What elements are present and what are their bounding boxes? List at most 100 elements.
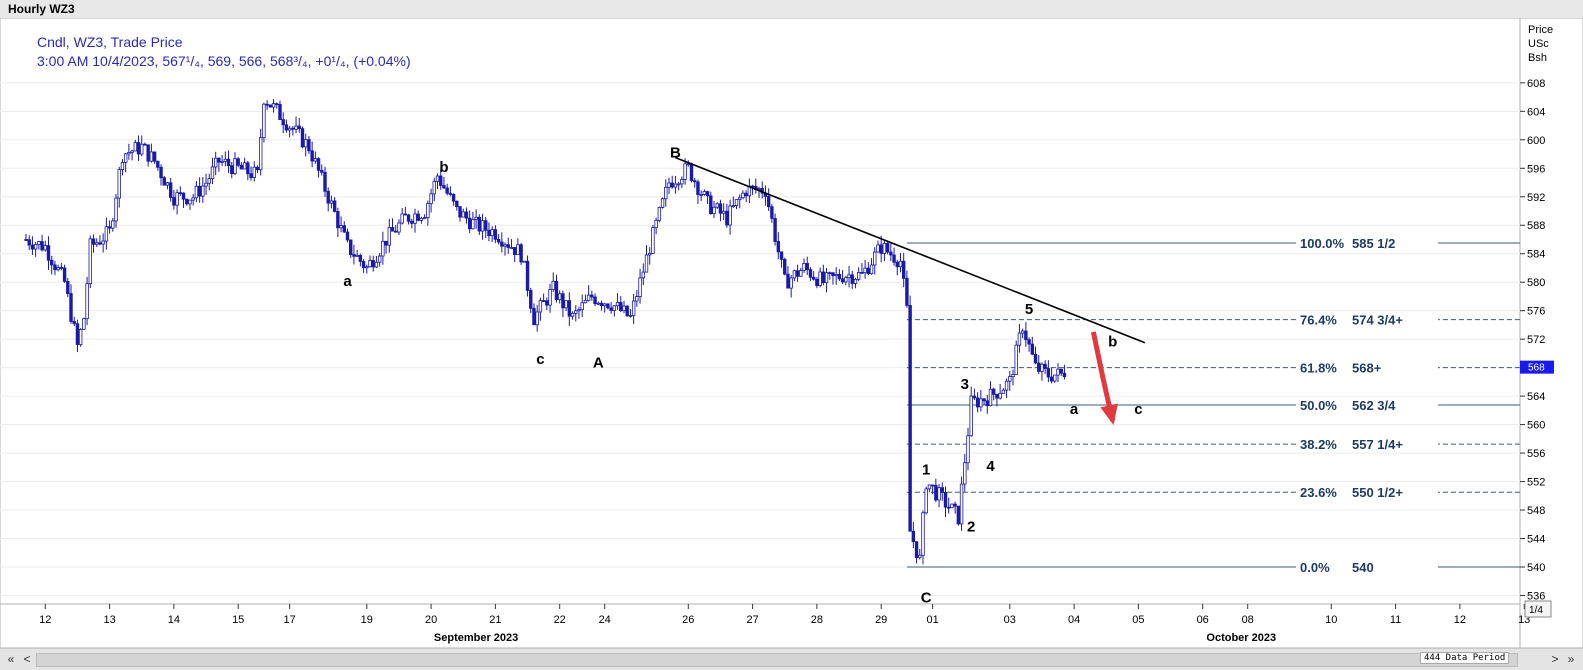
candle-9 — [53, 260, 57, 276]
candle-143 — [484, 216, 488, 239]
candle-228 — [757, 186, 761, 198]
candle-6 — [43, 240, 47, 252]
candle-149 — [503, 242, 507, 256]
scale-button-label: 1/4 — [1529, 605, 1543, 616]
candle-47 — [175, 189, 179, 215]
fib-label-price-0.0%: 540 — [1352, 560, 1374, 575]
candle-290 — [956, 505, 961, 526]
price-tick-label-604: 604 — [1527, 106, 1545, 118]
candle-319 — [1049, 368, 1054, 384]
candle-42 — [159, 164, 163, 186]
candle-195 — [651, 225, 655, 255]
candle-301 — [992, 387, 996, 401]
wave-label-b: b — [439, 159, 448, 176]
candle-276 — [911, 521, 916, 549]
date-axis: 12 13 14 15 17 19 20 21 22 24 26 27 28 29 01 03 04 05 06 08… — [39, 604, 1530, 644]
candle-193 — [644, 245, 649, 273]
candle-125 — [426, 200, 430, 226]
fib-label-pct-76.4%: 76.4% — [1300, 313, 1337, 328]
candle-50 — [185, 198, 189, 206]
current-price-marker — [1520, 360, 1554, 374]
candle-29 — [117, 166, 121, 208]
scale-button[interactable] — [1524, 600, 1552, 618]
candle-11 — [59, 262, 64, 271]
scroll-track[interactable] — [36, 653, 1518, 667]
date-tick-label-26: 26 — [682, 614, 694, 626]
date-tick-label-17: 17 — [284, 614, 296, 626]
candle-312 — [1027, 337, 1031, 352]
candle-152 — [512, 247, 517, 263]
candle-236 — [783, 257, 787, 276]
candle-87 — [304, 133, 308, 157]
fib-label-price-100.0%: 585 1/2 — [1352, 236, 1395, 251]
candle-19 — [85, 276, 89, 326]
candle-92 — [320, 164, 324, 176]
horizontal-scrollbar[interactable]: « < 444 Data Period > » — [0, 648, 1583, 670]
candle-196 — [654, 217, 658, 235]
candle-286 — [943, 486, 948, 518]
candle-170 — [570, 311, 575, 320]
candle-163 — [548, 283, 552, 313]
candle-113 — [387, 219, 391, 253]
candle-142 — [480, 213, 485, 240]
candle-181 — [606, 303, 610, 310]
candle-66 — [236, 157, 240, 168]
candle-147 — [496, 234, 501, 245]
candle-178 — [596, 301, 600, 306]
price-tick-label-536: 536 — [1527, 590, 1545, 602]
candle-282 — [930, 484, 935, 495]
candle-305 — [1004, 378, 1009, 399]
candle-55 — [201, 177, 205, 203]
candle-200 — [667, 177, 671, 195]
scroll-first-button[interactable]: « — [7, 652, 15, 666]
candle-189 — [631, 293, 636, 325]
candle-165 — [554, 274, 559, 303]
candle-132 — [448, 186, 453, 197]
price-tick-label-544: 544 — [1527, 534, 1545, 546]
candle-202 — [673, 175, 678, 194]
candle-210 — [699, 190, 703, 202]
candle-151 — [509, 239, 514, 249]
fib-label-pct-23.6%: 23.6% — [1300, 485, 1337, 500]
price-chart[interactable]: 100.0% 585 1/276.4% 574 3/4+61.8% 568+50.0%… — [0, 18, 1583, 648]
candle-309 — [1017, 324, 1022, 353]
candle-54 — [197, 177, 202, 203]
candle-239 — [792, 269, 797, 282]
date-tick-label-22: 22 — [554, 614, 566, 626]
scroll-forward-button[interactable]: > — [1551, 652, 1559, 666]
date-tick-label-13: 13 — [103, 614, 115, 626]
fib-label-pct-38.2%: 38.2% — [1300, 437, 1337, 452]
candle-221 — [734, 199, 739, 210]
candle-73 — [258, 128, 263, 176]
candle-110 — [377, 252, 382, 267]
scroll-back-button[interactable]: < — [23, 652, 31, 666]
candle-292 — [963, 453, 967, 492]
price-tick-label-552: 552 — [1527, 477, 1545, 489]
candle-182 — [609, 302, 613, 314]
candle-262 — [866, 262, 871, 276]
candle-40 — [152, 151, 157, 165]
candle-201 — [670, 175, 674, 189]
candle-251 — [831, 272, 835, 285]
candle-51 — [188, 199, 192, 210]
candle-272 — [898, 253, 903, 273]
fib-label-price-38.2%: 557 1/4+ — [1352, 437, 1403, 452]
fib-label-price-50.0%: 562 3/4 — [1352, 398, 1396, 413]
month-label: October 2023 — [1206, 632, 1276, 644]
wave-label-4: 4 — [986, 458, 995, 475]
candle-302 — [995, 393, 999, 407]
candle-79 — [278, 100, 282, 121]
price-header-line-1: Price — [1528, 24, 1553, 36]
candle-70 — [249, 166, 253, 181]
candlestick-series — [24, 99, 1067, 565]
candle-32 — [127, 143, 131, 160]
price-tick-label-556: 556 — [1527, 448, 1545, 460]
candle-266 — [879, 235, 883, 263]
candle-254 — [840, 270, 845, 285]
date-tick-label-19: 19 — [361, 614, 373, 626]
scroll-last-button[interactable]: » — [1567, 652, 1575, 666]
candle-31 — [123, 152, 128, 173]
fib-label-bg — [1296, 359, 1438, 375]
candle-248 — [821, 264, 826, 286]
candle-285 — [940, 482, 944, 501]
